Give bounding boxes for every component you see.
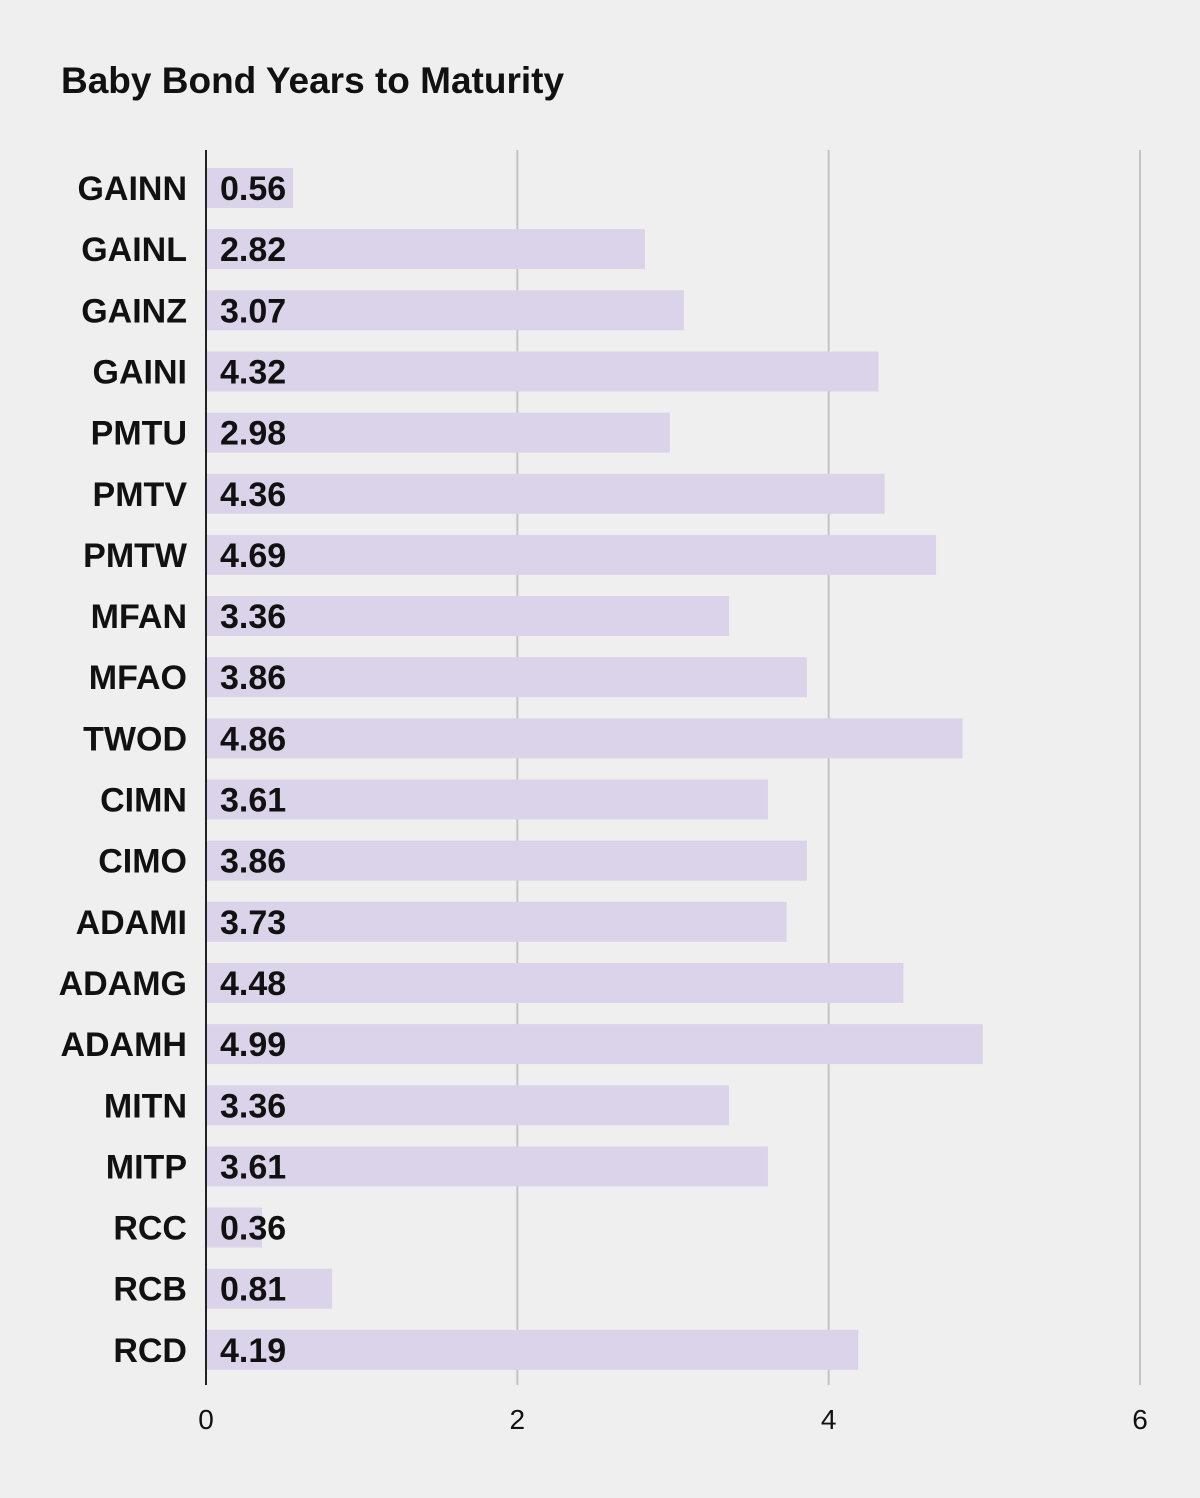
value-label: 2.82 [220, 231, 286, 269]
value-label: 4.48 [220, 965, 286, 1003]
value-label: 3.61 [220, 782, 286, 820]
value-label: 3.36 [220, 1087, 286, 1125]
bar [206, 229, 645, 270]
category-label: RCD [113, 1332, 187, 1370]
bar [206, 1146, 768, 1187]
bar [206, 840, 807, 881]
x-tick-label: 2 [510, 1404, 526, 1435]
x-tick-label: 6 [1132, 1404, 1148, 1435]
category-label: CIMO [98, 843, 187, 881]
value-label: 2.98 [220, 415, 286, 453]
bar [206, 351, 879, 392]
category-label: GAINL [81, 231, 187, 269]
value-label: 3.36 [220, 598, 286, 636]
bar [206, 1085, 730, 1126]
bar [206, 657, 807, 698]
value-label: 4.86 [220, 720, 286, 758]
bar [206, 1024, 983, 1065]
bar [206, 596, 730, 637]
bar [206, 412, 670, 453]
category-label: RCC [113, 1210, 187, 1248]
bar [206, 1329, 859, 1370]
category-label: PMTW [83, 537, 188, 575]
labels: 0 2 4 6 GAINN 0.56 GAINL 2.82 GAINZ 3.07 GAINI 4.32… [59, 170, 1148, 1435]
value-label: 3.73 [220, 904, 286, 942]
category-label: RCB [113, 1271, 187, 1309]
category-label: ADAMH [60, 1026, 187, 1064]
category-label: GAINI [93, 353, 187, 391]
chart-title: Baby Bond Years to Maturity [61, 60, 565, 101]
category-label: GAINZ [81, 292, 187, 330]
value-label: 3.86 [220, 659, 286, 697]
bar [206, 718, 963, 759]
category-label: MITP [106, 1148, 187, 1186]
bar [206, 962, 904, 1003]
category-label: PMTV [93, 476, 188, 514]
category-label: MFAO [89, 659, 187, 697]
x-tick-label: 0 [198, 1404, 214, 1435]
bar [206, 1207, 263, 1248]
category-label: MITN [104, 1087, 187, 1125]
category-label: MFAN [91, 598, 187, 636]
category-label: PMTU [91, 415, 187, 453]
value-label: 0.36 [220, 1210, 286, 1248]
bar [206, 290, 684, 331]
bar [206, 534, 937, 575]
value-label: 4.19 [220, 1332, 286, 1370]
bar [206, 168, 294, 208]
category-label: ADAMG [59, 965, 187, 1003]
value-label: 4.99 [220, 1026, 286, 1064]
value-label: 3.07 [220, 292, 286, 330]
value-label: 0.81 [220, 1271, 286, 1309]
value-label: 4.32 [220, 353, 286, 391]
bars [206, 168, 983, 1370]
value-label: 4.36 [220, 476, 286, 514]
category-label: TWOD [83, 720, 187, 758]
category-label: GAINN [77, 170, 187, 208]
category-label: ADAMI [76, 904, 187, 942]
bar [206, 779, 768, 820]
category-label: CIMN [100, 782, 187, 820]
x-tick-label: 4 [821, 1404, 837, 1435]
value-label: 4.69 [220, 537, 286, 575]
value-label: 0.56 [220, 170, 286, 208]
value-label: 3.61 [220, 1148, 286, 1186]
bar [206, 1268, 333, 1309]
gridlines [516, 150, 1141, 1385]
value-label: 3.86 [220, 843, 286, 881]
bar [206, 901, 787, 942]
bar [206, 473, 885, 514]
